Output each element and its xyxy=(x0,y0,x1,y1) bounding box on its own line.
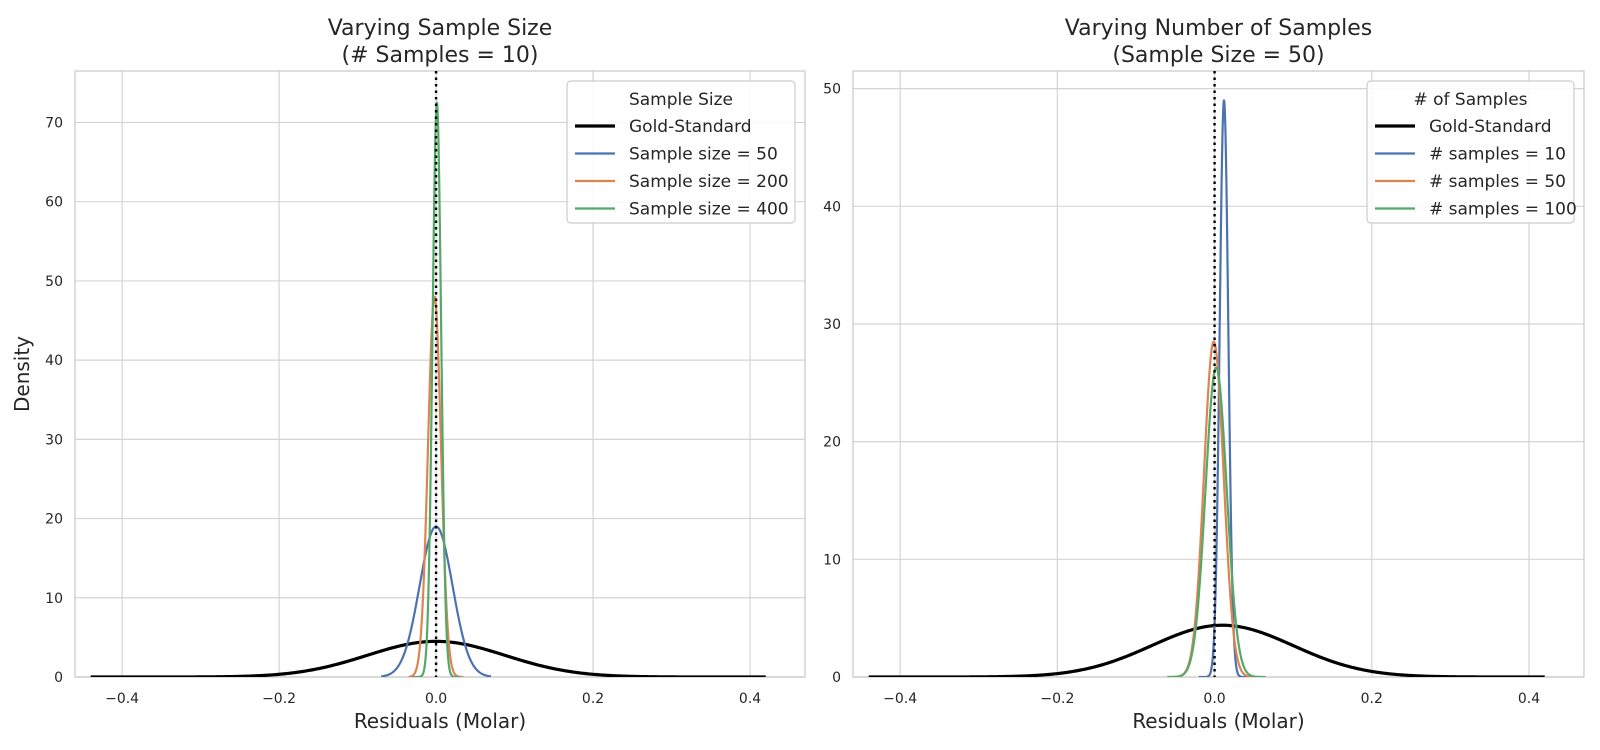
legend-label-3: Sample size = 200 xyxy=(629,172,789,192)
x-tick-label: −0.4 xyxy=(883,691,917,707)
plot-frame xyxy=(74,70,806,678)
legend-box xyxy=(566,80,796,224)
legend: Sample Size Gold-Standard Sample size = 50… xyxy=(566,80,796,224)
legend-label-3: # samples = 50 xyxy=(1429,172,1566,192)
legend-box xyxy=(1366,80,1575,224)
x-tick-label: −0.2 xyxy=(1040,691,1074,707)
series-line-2 xyxy=(1197,99,1251,677)
y-tick-label: 0 xyxy=(54,670,63,686)
x-tick-label: 0.4 xyxy=(739,691,761,707)
y-tick-label: 10 xyxy=(823,552,841,568)
legend: # of Samples Gold-Standard # samples = 10 #… xyxy=(1366,80,1577,224)
legend-title: # of Samples xyxy=(1413,90,1527,110)
y-tick-label: 10 xyxy=(45,591,63,607)
x-tick-label: 0.2 xyxy=(582,691,604,707)
y-tick-label: 0 xyxy=(832,670,841,686)
chart-panel-1: −0.4 −0.2 0.0 0.2 0.4 0 10 20 30 40 50 60 70 Residual… xyxy=(10,16,806,733)
legend-label-2: Sample size = 50 xyxy=(629,145,778,165)
y-tick-label: 70 xyxy=(45,115,63,131)
x-axis-label: Residuals (Molar) xyxy=(354,709,526,733)
series-line-3 xyxy=(407,295,465,677)
legend-label-1: Gold-Standard xyxy=(1429,117,1552,137)
y-tick-label: 40 xyxy=(823,199,841,215)
series-line-1 xyxy=(868,623,1545,677)
x-axis-label: Residuals (Molar) xyxy=(1132,709,1304,733)
chart-title-line-2: (Sample Size = 50) xyxy=(1112,43,1324,68)
chart-title-line-1: Varying Sample Size xyxy=(328,16,553,41)
x-tick-label: −0.4 xyxy=(105,691,139,707)
y-tick-label: 40 xyxy=(45,353,63,369)
y-tick-label: 30 xyxy=(45,432,63,448)
series-line-1 xyxy=(90,639,766,677)
y-axis-label: Density xyxy=(10,336,34,412)
x-tick-label: 0.0 xyxy=(1203,691,1225,707)
y-tick-label: 20 xyxy=(823,435,841,451)
legend-label-1: Gold-Standard xyxy=(629,117,752,137)
chart-panel-2: −0.4 −0.2 0.0 0.2 0.4 0 10 20 30 40 50 Residuals (M… xyxy=(823,16,1585,733)
series-line-4 xyxy=(1166,366,1267,677)
x-tick-label: −0.2 xyxy=(262,691,296,707)
x-tick-label: 0.0 xyxy=(425,691,447,707)
y-tick-label: 50 xyxy=(823,82,841,98)
legend-label-4: Sample size = 400 xyxy=(629,200,789,220)
chart-title-line-2: (# Samples = 10) xyxy=(342,43,539,68)
plot-frame xyxy=(852,70,1585,678)
legend-label-2: # samples = 10 xyxy=(1429,145,1566,165)
y-tick-label: 60 xyxy=(45,195,63,211)
chart-title-line-1: Varying Number of Samples xyxy=(1065,16,1372,41)
y-tick-label: 50 xyxy=(45,274,63,290)
x-tick-label: 0.4 xyxy=(1518,691,1540,707)
legend-label-4: # samples = 100 xyxy=(1429,200,1577,220)
legend-title: Sample Size xyxy=(629,90,733,110)
x-tick-label: 0.2 xyxy=(1361,691,1383,707)
y-tick-label: 20 xyxy=(45,512,63,528)
y-tick-label: 30 xyxy=(823,317,841,333)
